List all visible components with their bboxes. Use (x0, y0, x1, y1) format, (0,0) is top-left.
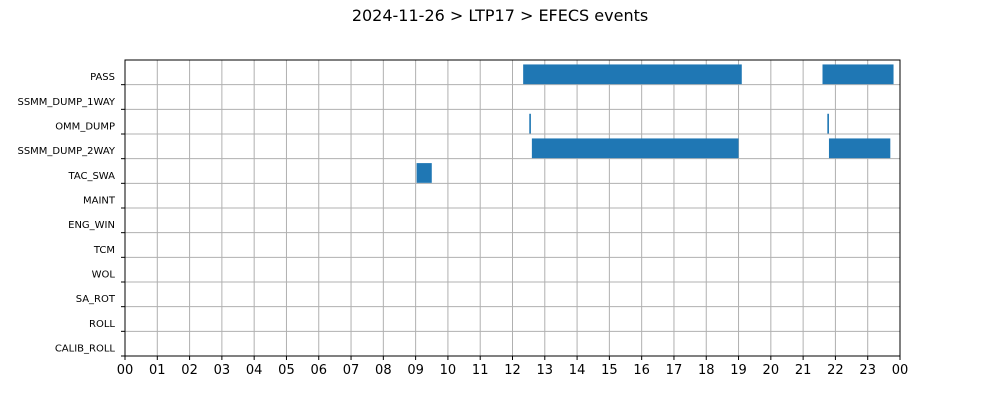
x-tick-label: 11 (472, 363, 489, 378)
x-tick-label: 09 (407, 363, 424, 378)
x-tick-label: 08 (375, 363, 392, 378)
x-tick-label: 01 (149, 363, 166, 378)
y-tick-label: ROLL (89, 319, 115, 330)
y-tick-label: WOL (92, 270, 116, 281)
event-bar-omm-dump (827, 113, 829, 134)
x-tick-label: 21 (795, 363, 812, 378)
grid-lines (124, 60, 901, 357)
axis-ticks: 00 01 02 03 04 05 06 07 08 09 10 11 12 13 14 15 16 17 18 19… (17, 72, 908, 378)
y-tick-label: SSMM_DUMP_1WAY (17, 97, 115, 108)
y-tick-label: SA_ROT (76, 294, 116, 305)
x-tick-label: 16 (633, 363, 650, 378)
y-tick-label: CALIB_ROLL (55, 344, 116, 355)
x-tick-label: 10 (440, 363, 457, 378)
x-tick-label: 17 (666, 363, 683, 378)
y-tick-label: PASS (90, 72, 115, 83)
chart-title: 2024-11-26 > LTP17 > EFECS events (351, 6, 649, 25)
event-bar-tac-swa (416, 163, 432, 183)
event-bar-omm-dump (529, 113, 531, 134)
x-tick-label: 20 (763, 363, 780, 378)
x-tick-label: 06 (310, 363, 327, 378)
x-tick-label: 00 (892, 363, 909, 378)
x-tick-label: 15 (601, 363, 618, 378)
x-tick-label: 03 (214, 363, 231, 378)
x-tick-label: 02 (181, 363, 198, 378)
x-tick-label: 13 (537, 363, 554, 378)
y-tick-label: ENG_WIN (68, 220, 115, 231)
x-tick-label: 05 (278, 363, 295, 378)
x-tick-label: 14 (569, 363, 586, 378)
y-tick-label: TCM (93, 245, 115, 256)
y-tick-label: OMM_DUMP (55, 122, 115, 133)
x-tick-label: 04 (246, 363, 263, 378)
event-bar-ssmm-dump-2way (828, 138, 891, 159)
x-tick-label: 22 (827, 363, 844, 378)
event-bar-pass (523, 64, 742, 85)
x-tick-label: 23 (859, 363, 876, 378)
x-tick-label: 00 (117, 363, 134, 378)
event-bar-ssmm-dump-2way (531, 138, 739, 159)
y-tick-label: SSMM_DUMP_2WAY (17, 146, 115, 157)
y-tick-label: TAC_SWA (67, 171, 115, 182)
event-bars (416, 64, 894, 183)
x-tick-label: 07 (343, 363, 360, 378)
event-bar-pass (822, 64, 894, 85)
x-tick-label: 12 (504, 363, 521, 378)
y-tick-label: MAINT (83, 196, 116, 207)
x-tick-label: 18 (698, 363, 715, 378)
x-tick-label: 19 (730, 363, 747, 378)
